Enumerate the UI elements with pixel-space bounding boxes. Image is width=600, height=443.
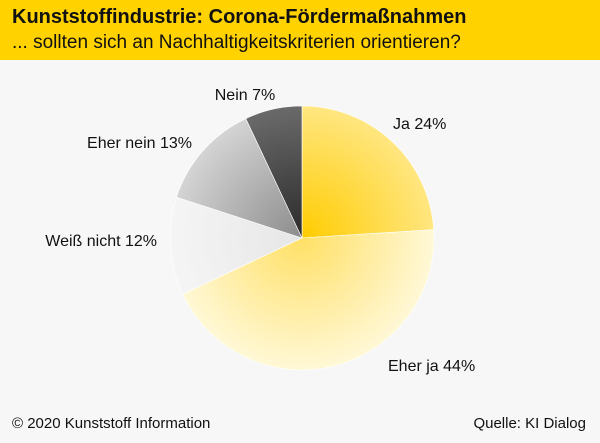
pie-slice-weiss-nicht	[169, 196, 303, 295]
slice-label-ja: Ja 24%	[393, 116, 446, 133]
source-text: Quelle: KI Dialog	[473, 415, 586, 432]
pie-chart: Ja 24% Eher ja 44% Weiß nicht 12% Eher nein…	[45, 87, 475, 375]
chart-subtitle: ... sollten sich an Nachhaltigkeitskrite…	[12, 32, 461, 53]
slice-label-eher-nein: Eher nein 13%	[87, 135, 192, 152]
chart-title: Kunststoffindustrie: Corona-Fördermaßnah…	[12, 6, 467, 28]
pie-slice-eher-nein	[176, 118, 303, 239]
slice-label-eher-ja: Eher ja 44%	[388, 358, 475, 375]
pie-chart-area: Ja 24% Eher ja 44% Weiß nicht 12% Eher nein…	[0, 60, 600, 400]
header-bar: Kunststoffindustrie: Corona-Fördermaßnah…	[0, 0, 600, 60]
slice-label-nein: Nein 7%	[215, 87, 275, 104]
pie-slice-ja	[301, 105, 435, 239]
slice-label-weiss-nicht: Weiß nicht 12%	[45, 233, 157, 250]
copyright-text: © 2020 Kunststoff Information	[12, 415, 211, 432]
pie-slice-nein	[245, 105, 303, 239]
